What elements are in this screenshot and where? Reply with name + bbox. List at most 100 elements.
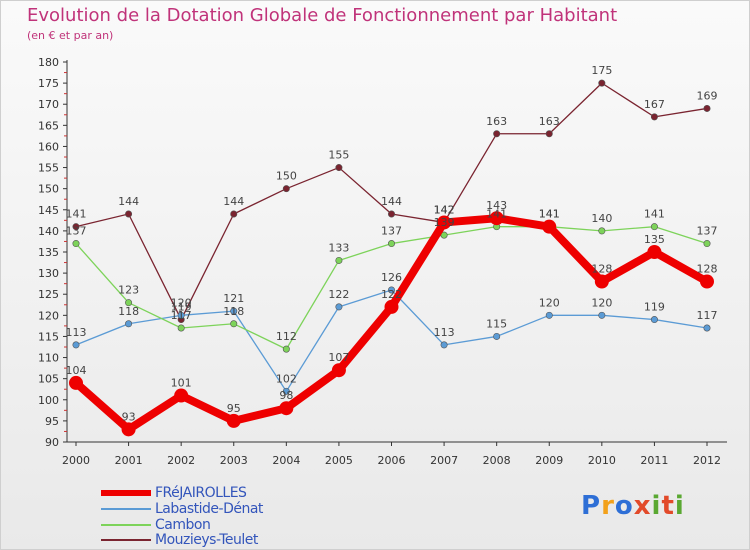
- legend-label: FRéJAIROLLES: [155, 485, 247, 501]
- legend-item-cambon: Cambon: [101, 517, 211, 533]
- logo-letter: P: [581, 491, 602, 521]
- data-label: 137: [66, 225, 87, 238]
- series-point: [177, 324, 185, 332]
- chart-subtitle: (en € et par an): [27, 29, 114, 42]
- series-point: [335, 303, 343, 311]
- data-label: 139: [434, 216, 455, 229]
- legend-label: Labastide-Dénat: [155, 501, 263, 517]
- y-tick-label: 175: [38, 77, 59, 90]
- proxiti-logo: Proxiti: [581, 491, 685, 521]
- data-label: 113: [434, 326, 455, 339]
- data-label: 115: [486, 317, 507, 330]
- series-point: [282, 185, 290, 193]
- legend-swatch: [101, 508, 151, 510]
- legend-swatch: [101, 539, 151, 541]
- data-label: 119: [644, 301, 665, 314]
- y-tick-label: 145: [38, 204, 59, 217]
- y-tick-label: 150: [38, 183, 59, 196]
- data-label: 117: [697, 309, 718, 322]
- y-tick-label: 170: [38, 98, 59, 111]
- series-point: [700, 274, 714, 289]
- legend-swatch: [101, 490, 151, 496]
- y-tick-label: 90: [45, 436, 59, 449]
- series-point: [282, 345, 290, 353]
- series-point: [598, 227, 606, 235]
- series-point: [440, 341, 448, 349]
- data-label: 141: [66, 208, 87, 221]
- data-label: 142: [434, 203, 455, 216]
- series-point: [493, 130, 501, 138]
- data-label: 141: [486, 208, 507, 221]
- data-label: 120: [171, 296, 192, 309]
- y-tick-label: 155: [38, 162, 59, 175]
- series-point: [174, 388, 189, 403]
- y-tick-label: 140: [38, 225, 59, 238]
- data-label: 142: [434, 203, 455, 216]
- legend-item-frejairolles: FRéJAIROLLES: [101, 485, 247, 501]
- data-label: 102: [276, 372, 297, 385]
- data-label: 93: [122, 410, 136, 423]
- data-label: 112: [276, 330, 297, 343]
- y-tick-label: 100: [38, 394, 59, 407]
- series-point: [387, 210, 395, 218]
- series-point: [489, 211, 504, 226]
- data-label: 126: [381, 271, 402, 284]
- logo-letter: o: [614, 491, 634, 521]
- legend-label: Mouzieys-Teulet: [155, 532, 258, 548]
- data-label: 122: [381, 288, 402, 301]
- y-tick-label: 95: [45, 415, 59, 428]
- data-label: 104: [66, 364, 87, 377]
- data-label: 121: [223, 292, 244, 305]
- series-point: [335, 164, 343, 172]
- series-point: [703, 104, 711, 112]
- data-label: 118: [118, 305, 139, 318]
- x-tick-label: 2003: [220, 454, 248, 467]
- series-point: [72, 341, 80, 349]
- series-point: [542, 219, 557, 234]
- data-label: 128: [591, 263, 612, 276]
- series-point: [598, 311, 606, 319]
- series-point: [69, 375, 83, 390]
- x-tick-label: 2009: [535, 454, 563, 467]
- series-point: [545, 130, 553, 138]
- series-line-frjairolles: [72, 214, 711, 434]
- series-point: [387, 286, 395, 294]
- logo-letter: r: [601, 491, 615, 521]
- y-tick-label: 115: [38, 330, 59, 343]
- series-point: [647, 245, 662, 259]
- series-point: [72, 240, 80, 248]
- data-label: 107: [328, 351, 349, 364]
- data-label: 128: [697, 263, 718, 276]
- y-tick-label: 110: [38, 352, 59, 365]
- logo-letter: t: [661, 491, 675, 521]
- y-tick-label: 160: [38, 140, 59, 153]
- data-label: 150: [276, 170, 297, 183]
- data-label: 119: [171, 301, 192, 314]
- series-point: [493, 332, 501, 340]
- series-point: [125, 320, 133, 328]
- series-point: [335, 256, 343, 264]
- y-tick-label: 130: [38, 267, 59, 280]
- series-point: [177, 311, 185, 319]
- chart-title: Evolution de la Dotation Globale de Fonc…: [27, 5, 618, 26]
- legend-label: Cambon: [155, 517, 211, 533]
- series-point: [545, 311, 553, 319]
- legend-item-mouzieys-teulet: Mouzieys-Teulet: [101, 532, 258, 548]
- x-tick-label: 2011: [640, 454, 668, 467]
- x-tick-label: 2005: [325, 454, 353, 467]
- data-label: 113: [66, 326, 87, 339]
- series-point: [650, 113, 658, 121]
- data-label: 167: [644, 98, 665, 111]
- data-label: 101: [171, 377, 192, 390]
- x-tick-label: 2008: [483, 454, 511, 467]
- data-label: 163: [486, 115, 507, 128]
- data-label: 175: [591, 64, 612, 77]
- legend-swatch: [101, 524, 151, 526]
- series-point: [598, 79, 606, 87]
- series-point: [437, 215, 452, 230]
- data-label: 133: [328, 241, 349, 254]
- logo-letter: i: [651, 491, 662, 521]
- x-tick-label: 2000: [62, 454, 90, 467]
- x-tick-label: 2007: [430, 454, 458, 467]
- series-point: [226, 413, 241, 428]
